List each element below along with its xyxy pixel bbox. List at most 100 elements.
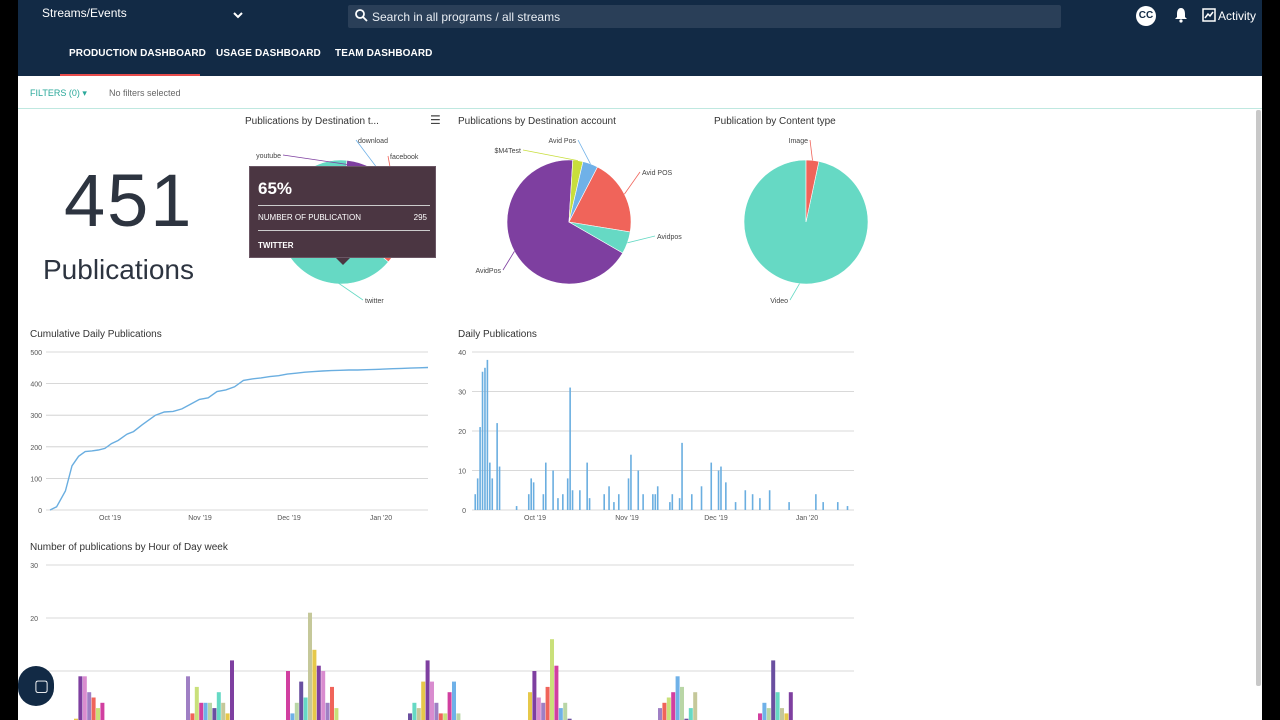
- daily-bar: [846, 506, 849, 510]
- daily-bar: [690, 494, 693, 510]
- hourly-bar: [96, 708, 100, 720]
- hourly-bar: [758, 713, 762, 720]
- cumulative-series-line: [49, 366, 429, 511]
- top-nav: Streams/Events Search in all programs / …: [18, 0, 1262, 76]
- activity-label: Activity: [1218, 9, 1257, 23]
- hourly-bar: [290, 713, 295, 720]
- hourly-bar: [303, 697, 308, 720]
- pie2-title: Publications by Destination account: [458, 116, 616, 127]
- hourly-bar: [762, 702, 767, 720]
- side-panel-toggle[interactable]: ▢: [18, 666, 54, 706]
- daily-bar: [544, 462, 547, 510]
- pie2-label: $M4Test: [495, 148, 522, 155]
- pie2-label: AvidPos: [475, 268, 501, 275]
- daily-bar: [617, 494, 620, 510]
- daily-bar: [652, 494, 654, 510]
- daily-bar: [627, 478, 630, 510]
- daily-bar: [836, 502, 839, 510]
- hourly-bar: [91, 697, 96, 720]
- hourly-bar: [203, 702, 208, 720]
- daily-bar: [681, 442, 683, 510]
- tab-team-dashboard[interactable]: TEAM DASHBOARD: [335, 48, 433, 59]
- caret-down-icon: ▾: [82, 88, 87, 98]
- hourly-bar: [230, 660, 234, 720]
- hourly-bar: [325, 702, 330, 720]
- pie1-label: download: [358, 138, 388, 145]
- daily-bar: [751, 494, 754, 510]
- hourly-bar: [675, 676, 680, 720]
- pie2-leader: [502, 251, 515, 271]
- daily-bar: [725, 482, 727, 510]
- hourly-bar: [190, 713, 195, 720]
- cumulative-xtick-label: Oct '19: [99, 515, 121, 522]
- search-input[interactable]: Search in all programs / all streams: [348, 5, 1061, 28]
- hourly-bar: [536, 697, 541, 720]
- daily-bar: [586, 462, 588, 510]
- pie3-label: Image: [789, 138, 809, 145]
- hourly-bar: [567, 718, 572, 720]
- kpi-value: 451: [64, 159, 194, 242]
- daily-bar: [710, 462, 713, 510]
- hourly-bar: [680, 686, 684, 720]
- daily-bar: [759, 498, 761, 510]
- tab-usage-dashboard[interactable]: USAGE DASHBOARD: [216, 48, 321, 59]
- hourly-bar: [425, 660, 430, 720]
- hourly-bar: [74, 718, 78, 720]
- daily-bar: [481, 371, 484, 510]
- hourly-bar: [308, 612, 312, 720]
- hourly-bar: [788, 692, 793, 720]
- daily-bar: [788, 502, 790, 510]
- pie1-label: facebook: [390, 154, 419, 161]
- hourly-bar: [208, 702, 212, 720]
- daily-bar: [700, 486, 703, 510]
- hourly-bar: [784, 713, 789, 720]
- pie2-label: Avid Pos: [549, 138, 577, 145]
- stream-selector[interactable]: Streams/Events: [42, 6, 243, 20]
- tooltip-percent: 65%: [258, 179, 293, 198]
- daily-bar: [491, 478, 494, 510]
- user-avatar[interactable]: CC: [1136, 6, 1156, 26]
- tab-production-dashboard[interactable]: PRODUCTION DASHBOARD: [69, 48, 206, 59]
- dashboard-app: Streams/Events Search in all programs / …: [18, 0, 1262, 720]
- daily-bar: [579, 490, 581, 510]
- filters-dropdown[interactable]: FILTERS (0) ▾: [30, 88, 87, 99]
- daily-bar: [562, 494, 564, 510]
- cumulative-chart-title: Cumulative Daily Publications: [30, 329, 162, 340]
- hourly-bar: [775, 692, 780, 720]
- hourly-bar: [666, 697, 671, 720]
- daily-bar: [484, 367, 486, 510]
- hourly-bar: [78, 676, 83, 720]
- daily-bar: [489, 462, 491, 510]
- pie2-leader: [577, 139, 591, 165]
- daily-bar: [496, 423, 498, 510]
- tooltip-divider: [258, 230, 430, 231]
- pie3-title: Publication by Content type: [714, 116, 836, 127]
- hourly-bar: [780, 708, 784, 720]
- activity-icon: [1202, 8, 1216, 22]
- chevron-down-icon: [233, 12, 243, 19]
- daily-ytick-label: 20: [458, 429, 466, 436]
- hamburger-menu-icon[interactable]: ☰: [430, 113, 441, 127]
- hourly-bar: [443, 713, 448, 720]
- tooltip-arrow: [336, 258, 350, 265]
- daily-bar: [474, 494, 477, 510]
- bell-icon[interactable]: [1174, 7, 1188, 23]
- hourly-bar: [212, 708, 217, 720]
- hourly-bar: [688, 708, 693, 720]
- daily-ytick-label: 30: [458, 390, 466, 397]
- pie2-label: Avid POS: [642, 170, 673, 177]
- hourly-bar: [186, 676, 190, 720]
- hourly-bar: [430, 681, 434, 720]
- daily-xtick-label: Dec '19: [704, 515, 728, 522]
- hourly-bar: [316, 665, 321, 720]
- daily-bar: [613, 502, 615, 510]
- daily-bar: [656, 486, 659, 510]
- daily-bar: [654, 494, 657, 510]
- pie1-title: Publications by Destination t...: [245, 116, 379, 127]
- vertical-scrollbar[interactable]: [1256, 110, 1261, 686]
- hourly-bar: [194, 686, 199, 720]
- pie3-label: Video: [770, 298, 788, 305]
- daily-bar: [530, 478, 532, 510]
- chart-tooltip: 65% NUMBER OF PUBLICATION 295 TWITTER: [249, 166, 436, 265]
- pie2-slice: [506, 159, 624, 285]
